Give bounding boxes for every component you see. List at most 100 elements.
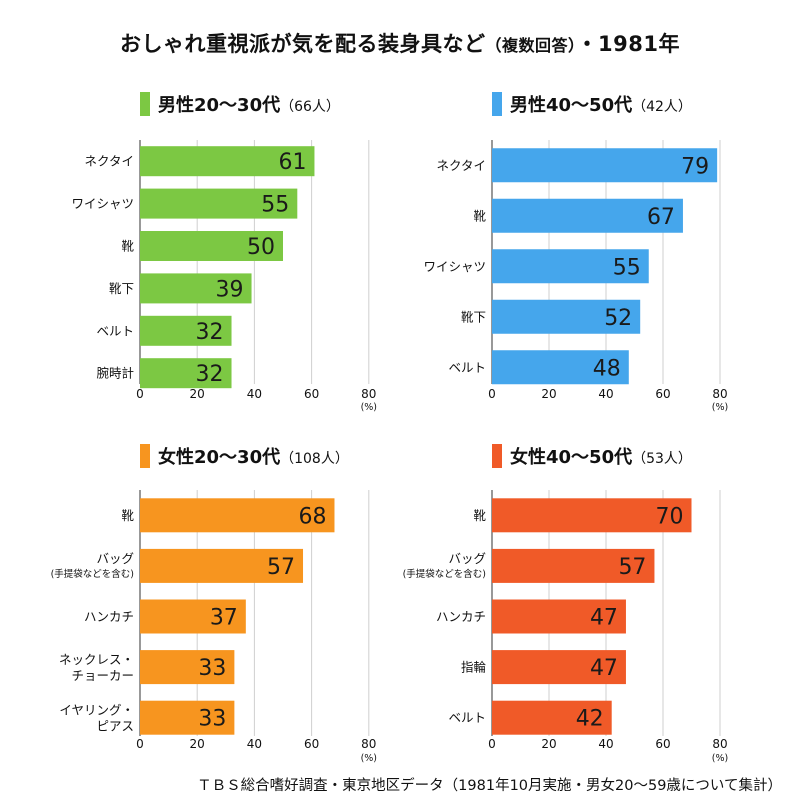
- bar: [140, 700, 235, 735]
- chart-title: 女性40〜50代（53人）: [510, 446, 692, 468]
- chart-title-note: （108人）: [280, 451, 349, 467]
- category-label: 靴下: [461, 309, 486, 324]
- tick-label: 40: [247, 737, 262, 751]
- chart-panel-4: 女性40〜50代（53人） 70 靴 57 バッグ (手提袋などを含む) 47 ハンカチ 47 指…: [403, 444, 728, 764]
- category-label: バッグ: [448, 551, 486, 566]
- data-label: 61: [278, 150, 306, 175]
- tick-label: 0: [488, 387, 496, 401]
- bar: [492, 299, 641, 334]
- chart-title-marker: [492, 92, 502, 116]
- tick-label: 40: [247, 387, 262, 401]
- source-footnote: ＴＢＳ総合嗜好調査・東京地区データ（1981年10月実施・男女20〜59歳につい…: [197, 778, 782, 794]
- data-label: 68: [298, 504, 326, 529]
- axis-unit: (%): [361, 402, 377, 413]
- data-label: 39: [216, 277, 244, 302]
- data-label: 48: [593, 356, 621, 381]
- chart-title-note: （53人）: [632, 451, 692, 467]
- tick-label: 60: [655, 387, 670, 401]
- tick-label: 40: [598, 387, 613, 401]
- category-label: 腕時計: [96, 366, 134, 381]
- category-label: ワイシャツ: [423, 259, 486, 274]
- page-title: おしゃれ重視派が気を配る装身具など（複数回答）・1981年: [0, 28, 800, 58]
- tick-label: 20: [541, 387, 556, 401]
- bar: [492, 198, 683, 233]
- tick-label: 60: [655, 737, 670, 751]
- page-title-paren: （複数回答）: [485, 36, 577, 55]
- page-title-main: おしゃれ重視派が気を配る装身具など: [120, 32, 486, 56]
- bar: [140, 498, 335, 533]
- category-label: イヤリング・: [59, 703, 134, 718]
- chart-panel-1: 男性20〜30代（66人） 61 ネクタイ 55 ワイシャツ 50 靴 39 靴下 32 ベルト 32…: [71, 92, 377, 413]
- data-label: 37: [210, 606, 238, 631]
- category-label-line2: チョーカー: [71, 668, 134, 683]
- bar: [492, 249, 649, 284]
- bar: [140, 650, 235, 685]
- category-label: 靴: [121, 239, 134, 254]
- bar: [140, 273, 252, 304]
- data-label: 57: [618, 555, 646, 580]
- tick-label: 80: [361, 387, 376, 401]
- category-label-line2: (手提袋などを含む): [51, 568, 134, 580]
- data-label: 70: [656, 504, 684, 529]
- bar: [492, 548, 655, 583]
- category-label: 靴下: [109, 281, 134, 296]
- tick-label: 0: [488, 737, 496, 751]
- category-label: ネクタイ: [436, 158, 486, 173]
- category-label: ハンカチ: [436, 609, 486, 624]
- page-title-year: ・1981年: [576, 32, 680, 56]
- data-label: 55: [613, 255, 641, 280]
- bar: [492, 498, 692, 533]
- data-label: 79: [681, 154, 709, 179]
- tick-label: 20: [190, 387, 205, 401]
- data-label: 42: [576, 707, 604, 732]
- category-label-line2: ピアス: [96, 719, 134, 734]
- bar: [140, 315, 232, 346]
- chart-title-note: （66人）: [280, 99, 340, 115]
- category-label: 靴: [121, 508, 134, 523]
- tick-label: 0: [136, 387, 144, 401]
- category-label: 靴: [473, 208, 486, 223]
- data-label: 33: [198, 656, 226, 681]
- category-label: ハンカチ: [84, 609, 134, 624]
- category-label: ベルト: [96, 323, 134, 338]
- category-label: ベルト: [448, 360, 486, 375]
- bar: [140, 599, 246, 634]
- tick-label: 80: [712, 387, 727, 401]
- category-label: 指輪: [461, 660, 487, 675]
- bar: [492, 599, 626, 634]
- bar: [140, 146, 315, 177]
- bar: [140, 231, 283, 261]
- chart-title: 男性20〜30代（66人）: [158, 94, 340, 116]
- bar: [140, 548, 304, 583]
- chart-title: 女性20〜30代（108人）: [158, 446, 349, 468]
- tick-label: 60: [304, 387, 319, 401]
- chart-title-text: 男性40〜50代: [510, 94, 632, 116]
- data-label: 47: [590, 656, 618, 681]
- tick-label: 60: [304, 737, 319, 751]
- tick-label: 80: [712, 737, 727, 751]
- category-label: ネックレス・: [59, 652, 134, 667]
- category-label: 靴: [473, 508, 486, 523]
- chart-title-text: 女性20〜30代: [158, 446, 280, 468]
- data-label: 57: [267, 555, 295, 580]
- chart-title-marker: [140, 92, 150, 116]
- data-label: 32: [196, 362, 224, 387]
- axis-unit: (%): [361, 753, 377, 764]
- bar: [492, 650, 626, 685]
- data-label: 50: [247, 235, 275, 260]
- tick-label: 20: [190, 737, 205, 751]
- tick-label: 80: [361, 737, 376, 751]
- category-label: ネクタイ: [84, 154, 134, 169]
- chart-title-text: 男性20〜30代: [158, 94, 280, 116]
- axis-unit: (%): [712, 402, 728, 413]
- data-label: 33: [198, 707, 226, 732]
- data-label: 52: [604, 306, 632, 331]
- category-label: ワイシャツ: [71, 196, 134, 211]
- chart-title-text: 女性40〜50代: [510, 446, 632, 468]
- category-label: バッグ: [96, 551, 134, 566]
- bar: [492, 148, 718, 183]
- tick-label: 20: [541, 737, 556, 751]
- tick-label: 0: [136, 737, 144, 751]
